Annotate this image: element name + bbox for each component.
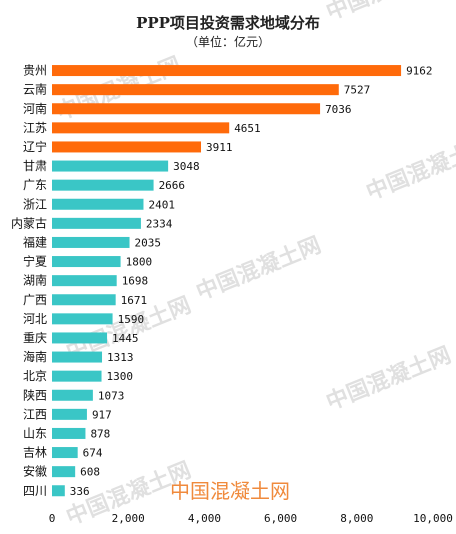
category-label: 贵州	[23, 64, 47, 78]
bar	[52, 332, 108, 344]
data-label: 1445	[112, 332, 139, 345]
x-tick-label: 4,000	[188, 512, 221, 525]
category-label: 重庆	[23, 331, 47, 345]
bar	[52, 294, 116, 306]
data-label: 3048	[173, 160, 200, 173]
category-label: 江西	[23, 407, 47, 421]
data-label: 608	[80, 466, 100, 479]
data-label: 7527	[344, 84, 371, 97]
data-label: 7036	[325, 103, 352, 116]
bar	[52, 84, 339, 96]
watermark-brand: 中国混凝土网	[170, 479, 290, 503]
bar	[52, 236, 130, 248]
category-label: 河南	[23, 101, 47, 116]
data-label: 1671	[121, 294, 148, 307]
bar	[52, 65, 402, 77]
category-label: 北京	[23, 369, 47, 383]
category-label: 山东	[23, 426, 47, 440]
category-label: 宁夏	[23, 254, 47, 269]
bar	[52, 485, 65, 497]
data-label: 674	[83, 447, 103, 460]
data-label: 4651	[234, 122, 261, 135]
bar	[52, 179, 154, 191]
bar	[52, 408, 87, 420]
watermark-text: 中国混凝土网	[363, 132, 456, 206]
bar	[52, 447, 78, 459]
bar	[52, 256, 121, 268]
category-label: 湖南	[23, 273, 47, 288]
bar	[52, 466, 76, 478]
x-tick-label: 0	[49, 512, 56, 525]
data-label: 1313	[107, 351, 134, 364]
data-label: 336	[70, 485, 90, 498]
data-label: 1300	[107, 370, 134, 383]
category-label: 福建	[23, 234, 47, 249]
category-label: 四川	[23, 484, 47, 498]
data-label: 878	[90, 427, 110, 440]
watermark-text: 中国混凝土网	[193, 232, 325, 306]
bar	[52, 103, 321, 115]
data-label: 1073	[98, 389, 125, 402]
bar	[52, 351, 103, 363]
data-label: 9162	[406, 65, 433, 78]
category-label: 广东	[23, 178, 47, 192]
category-label: 河北	[23, 312, 47, 326]
category-label: 浙江	[23, 197, 47, 211]
bar	[52, 313, 113, 325]
data-label: 3911	[206, 141, 233, 154]
bar	[52, 275, 117, 287]
watermark-text: 中国混凝土网	[323, 342, 455, 416]
bar	[52, 370, 102, 382]
data-label: 2401	[148, 198, 175, 211]
bar	[52, 427, 86, 439]
bar	[52, 198, 144, 210]
category-label: 吉林	[23, 446, 47, 460]
x-tick-label: 8,000	[340, 512, 373, 525]
chart-title: PPP项目投资需求地域分布	[136, 14, 320, 32]
category-label: 辽宁	[23, 139, 47, 154]
category-label: 内蒙古	[11, 215, 47, 230]
data-label: 2666	[159, 179, 186, 192]
watermark-text: 中国混凝土网	[323, 0, 455, 26]
bar	[52, 389, 93, 401]
bar	[52, 160, 169, 172]
x-tick-label: 6,000	[264, 512, 297, 525]
bar	[52, 217, 141, 229]
category-label: 云南	[23, 82, 47, 97]
category-label: 广西	[23, 293, 47, 307]
data-label: 917	[92, 408, 112, 421]
category-label: 甘肃	[23, 159, 47, 173]
data-label: 1698	[122, 275, 149, 288]
data-label: 2334	[146, 217, 173, 230]
bar	[52, 141, 202, 153]
category-label: 安徽	[23, 464, 47, 479]
x-tick-label: 10,000	[413, 512, 453, 525]
data-label: 1800	[126, 256, 153, 269]
bar	[52, 122, 230, 134]
category-label: 陕西	[23, 387, 47, 402]
category-label: 江苏	[23, 121, 47, 135]
data-label: 2035	[135, 236, 162, 249]
category-label: 海南	[23, 349, 47, 364]
chart-subtitle: （单位：亿元）	[185, 35, 270, 49]
x-tick-label: 2,000	[112, 512, 145, 525]
data-label: 1590	[118, 313, 145, 326]
